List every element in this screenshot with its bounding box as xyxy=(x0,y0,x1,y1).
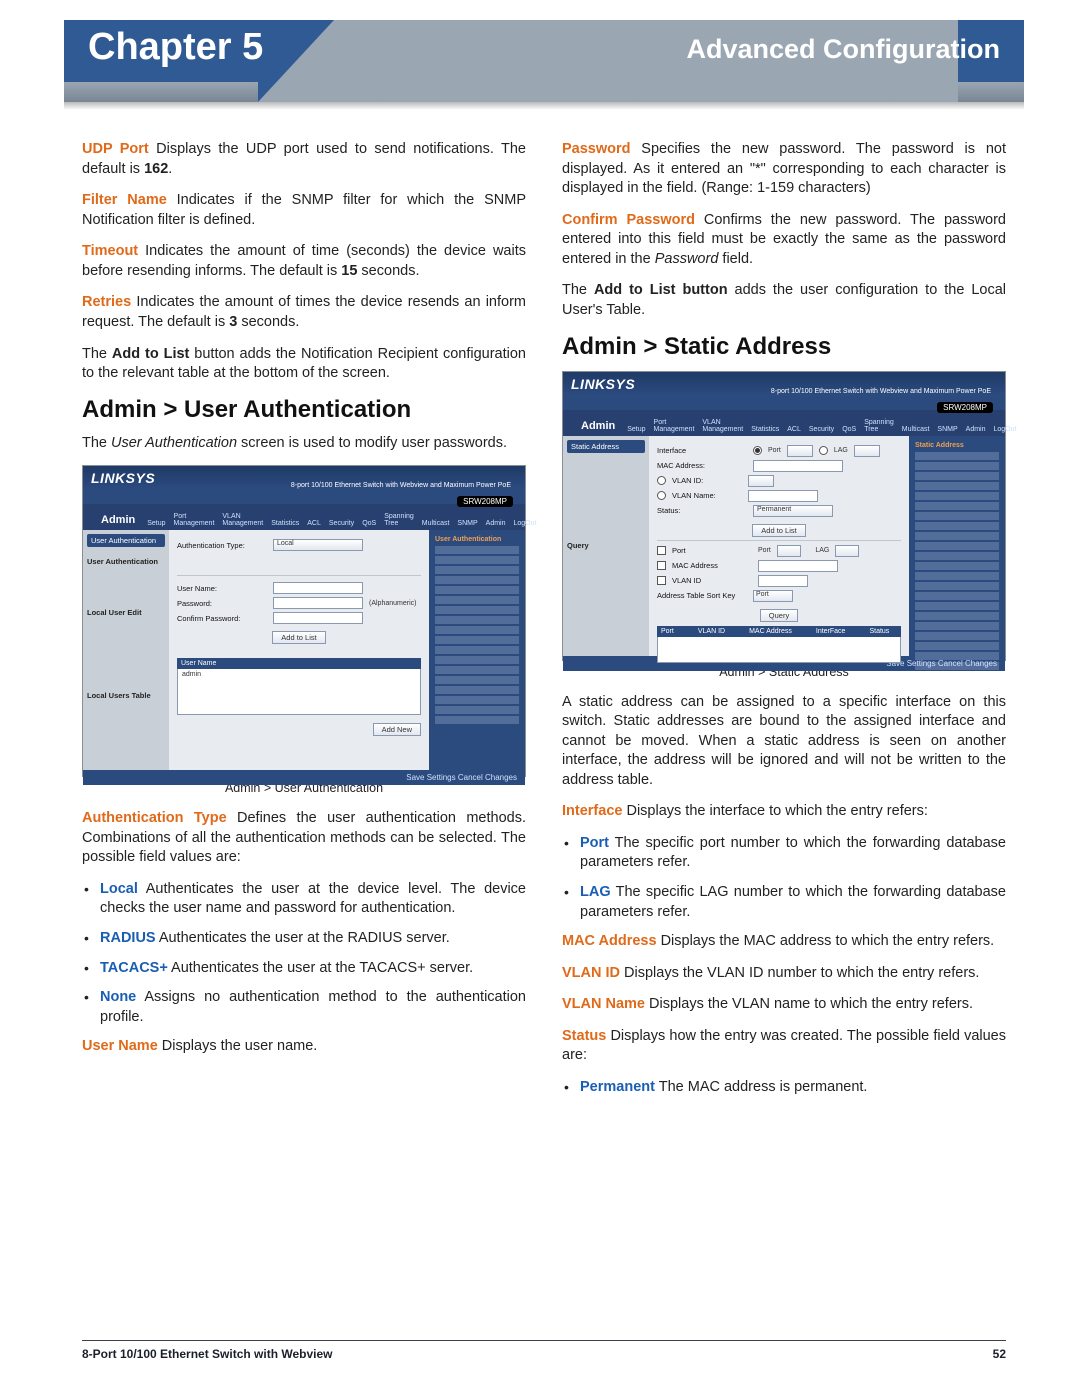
para-udpport: UDP Port Displays the UDP port used to s… xyxy=(82,140,526,179)
authtype-list: Local Authenticates the user at the devi… xyxy=(82,880,526,1027)
para-username: User Name Displays the user name. xyxy=(82,1037,526,1057)
para-status: Status Displays how the entry was create… xyxy=(562,1027,1006,1066)
shot2-add-to-list[interactable]: Add to List xyxy=(752,524,805,537)
para-interface: Interface Displays the interface to whic… xyxy=(562,802,1006,822)
interface-list: Port The specific port number to which t… xyxy=(562,834,1006,922)
status-list: Permanent The MAC address is permanent. xyxy=(562,1078,1006,1098)
term-udpport: UDP Port xyxy=(82,141,149,157)
para-authtype: Authentication Type Defines the user aut… xyxy=(82,809,526,868)
para-confirm-password: Confirm Password Confirms the new passwo… xyxy=(562,211,1006,270)
page-header: Chapter 5 Advanced Configuration xyxy=(0,0,1080,96)
para-password: Password Specifies the new password. The… xyxy=(562,140,1006,199)
heading-static-address: Admin > Static Address xyxy=(562,333,1006,361)
para-vlanid: VLAN ID Displays the VLAN ID number to w… xyxy=(562,964,1006,984)
para-timeout: Timeout Indicates the amount of time (se… xyxy=(82,242,526,281)
shot1-add-new[interactable]: Add New xyxy=(373,723,421,736)
page-footer: 8-Port 10/100 Ethernet Switch with Webvi… xyxy=(82,1340,1006,1361)
para-userauth-intro: The User Authentication screen is used t… xyxy=(82,434,526,454)
section-title: Advanced Configuration xyxy=(686,34,1000,65)
para-addtolist-note: The Add to List button adds the Notifica… xyxy=(82,345,526,384)
shot1-tabs: SetupPort ManagementVLAN ManagementStati… xyxy=(145,513,538,530)
para-vlanname: VLAN Name Displays the VLAN name to whic… xyxy=(562,995,1006,1015)
para-static-intro: A static address can be assigned to a sp… xyxy=(562,693,1006,791)
shot1-add-to-list[interactable]: Add to List xyxy=(272,631,325,644)
content-columns: UDP Port Displays the UDP port used to s… xyxy=(82,140,1006,1325)
footer-product: 8-Port 10/100 Ethernet Switch with Webvi… xyxy=(82,1347,333,1361)
para-retries: Retries Indicates the amount of times th… xyxy=(82,293,526,332)
footer-page: 52 xyxy=(993,1347,1006,1361)
figure-user-auth: LINKSYS 8-port 10/100 Ethernet Switch wi… xyxy=(82,465,526,777)
para-addtolist-user: The Add to List button adds the user con… xyxy=(562,281,1006,320)
chapter-title: Chapter 5 xyxy=(88,26,263,69)
figure-static-address: LINKSYS 8-port 10/100 Ethernet Switch wi… xyxy=(562,371,1006,661)
para-mac: MAC Address Displays the MAC address to … xyxy=(562,932,1006,952)
heading-user-auth: Admin > User Authentication xyxy=(82,396,526,424)
para-filtername: Filter Name Indicates if the SNMP filter… xyxy=(82,191,526,230)
shot2-query[interactable]: Query xyxy=(760,609,798,622)
